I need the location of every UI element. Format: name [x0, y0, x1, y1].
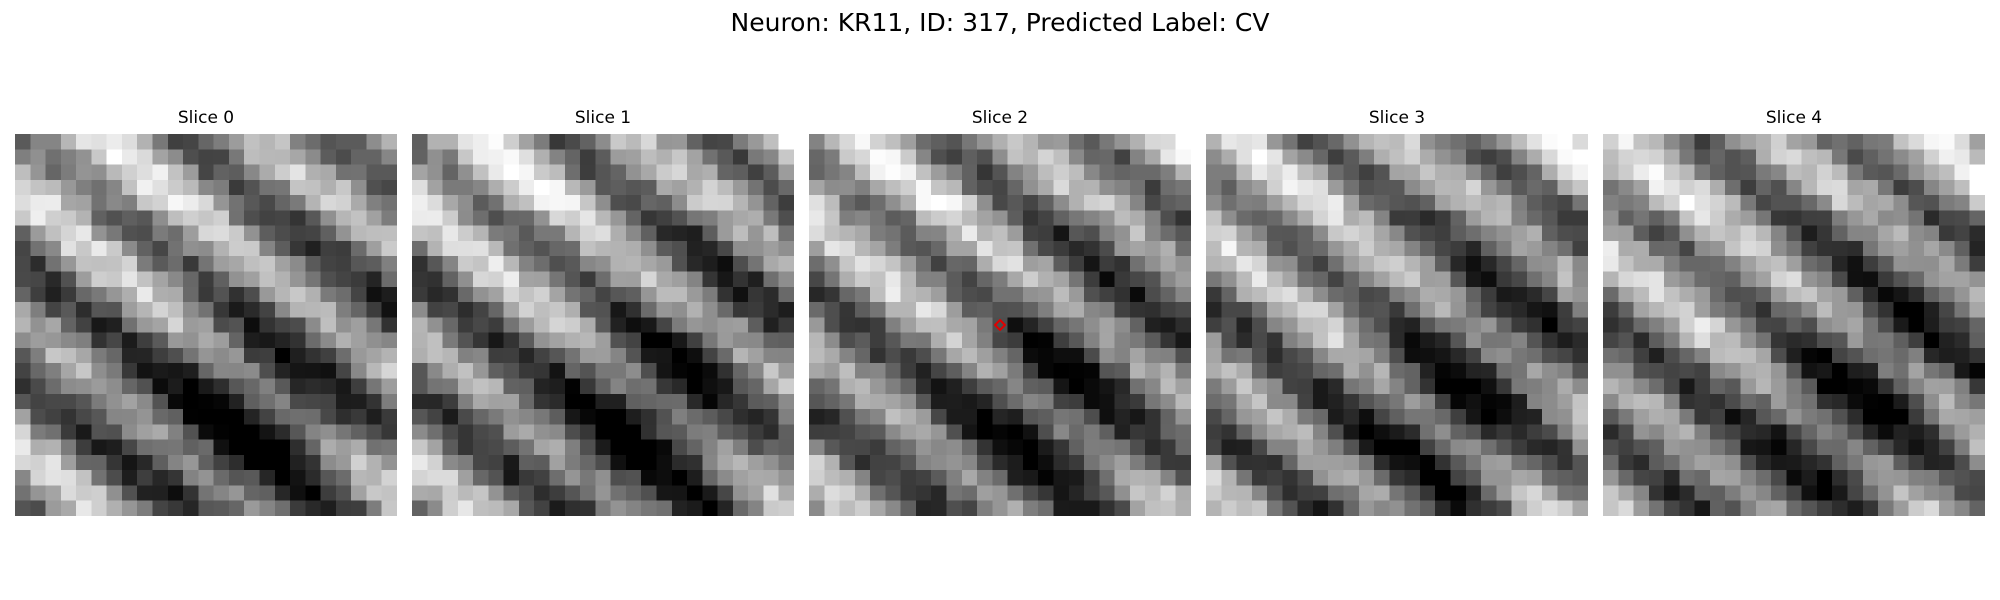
slice-0-title: Slice 0 — [177, 108, 235, 128]
slice-1-panel — [412, 134, 794, 516]
slice-3-image — [1206, 134, 1588, 516]
slice-0-panel — [15, 134, 397, 516]
slice-4-image — [1603, 134, 1985, 516]
slice-1-title: Slice 1 — [574, 108, 632, 128]
neuron-center-marker — [994, 319, 1006, 331]
slice-2-title: Slice 2 — [971, 108, 1029, 128]
slice-3-panel — [1206, 134, 1588, 516]
slice-4-title: Slice 4 — [1765, 108, 1823, 128]
figure-title: Neuron: KR11, ID: 317, Predicted Label: … — [730, 8, 1270, 37]
slice-2-image — [809, 134, 1191, 516]
slice-0-image — [15, 134, 397, 516]
slice-2-panel — [809, 134, 1191, 516]
slice-1-image — [412, 134, 794, 516]
slice-3-title: Slice 3 — [1368, 108, 1426, 128]
slice-4-panel — [1603, 134, 1985, 516]
